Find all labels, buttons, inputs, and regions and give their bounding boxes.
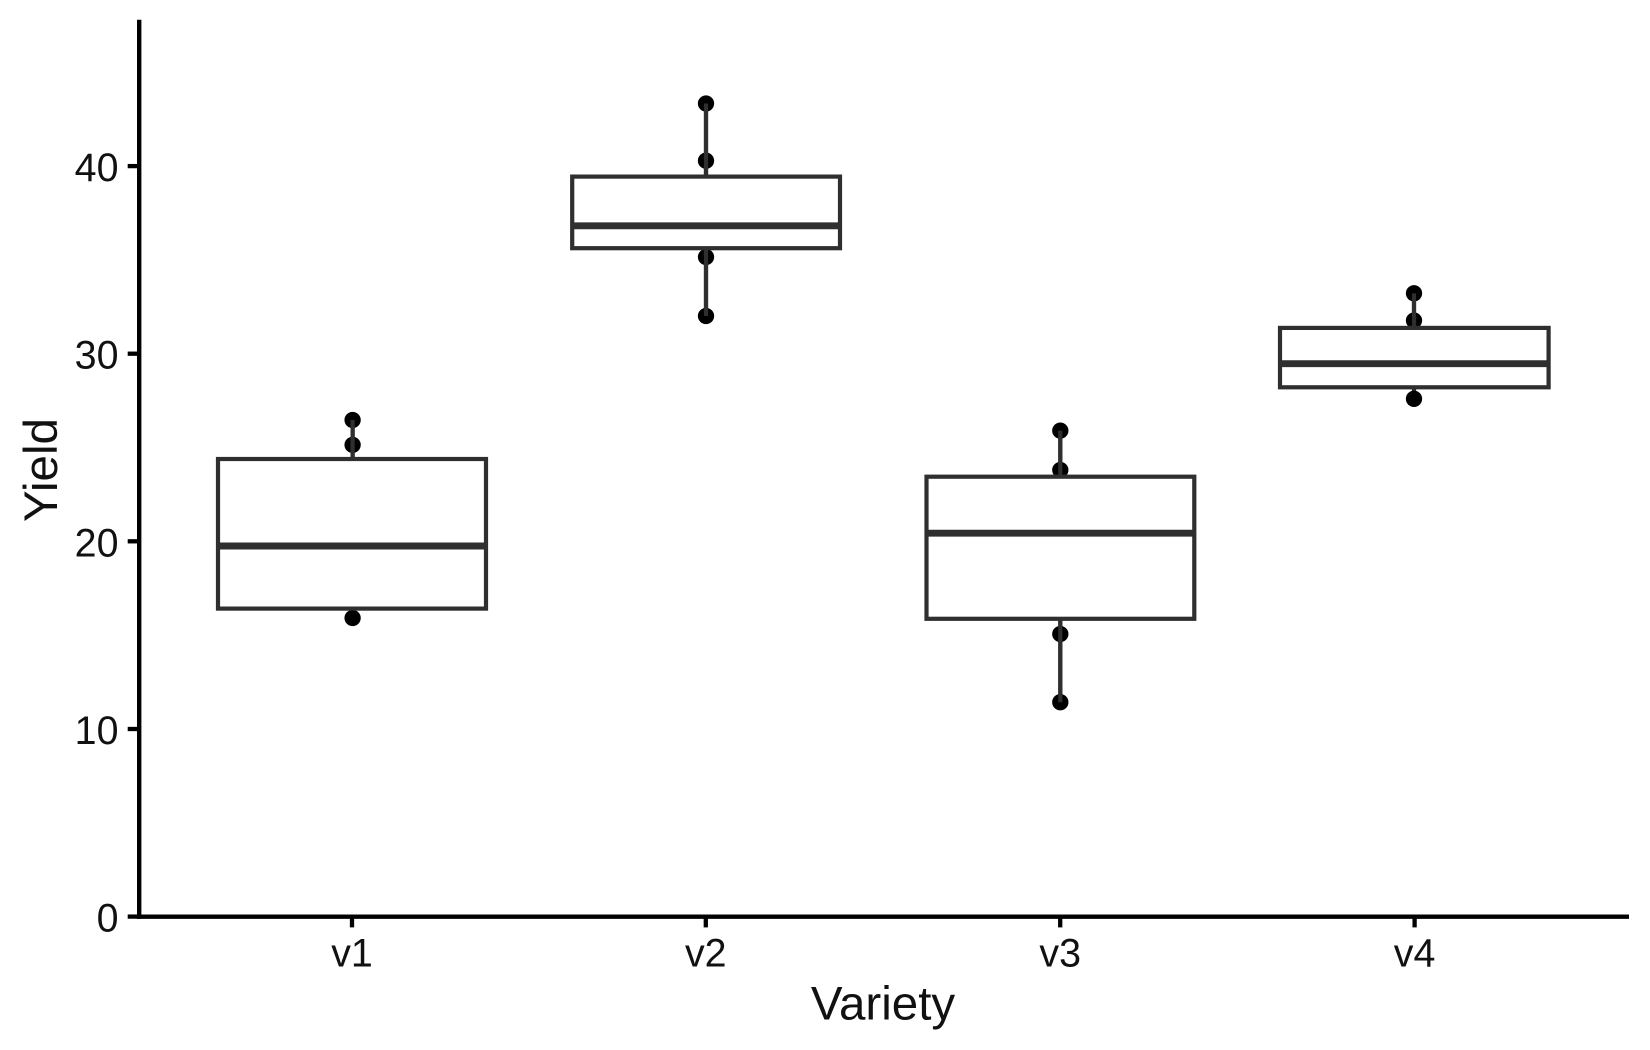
svg-text:0: 0 [97,897,119,941]
svg-text:30: 30 [75,334,119,378]
svg-text:40: 40 [75,146,119,190]
svg-text:v2: v2 [685,931,727,975]
svg-text:v3: v3 [1039,931,1081,975]
svg-text:20: 20 [75,521,119,565]
svg-text:10: 10 [75,709,119,753]
svg-text:Variety: Variety [811,978,956,1031]
svg-text:v1: v1 [331,931,373,975]
svg-text:v4: v4 [1394,931,1436,975]
svg-text:Yield: Yield [15,418,68,522]
